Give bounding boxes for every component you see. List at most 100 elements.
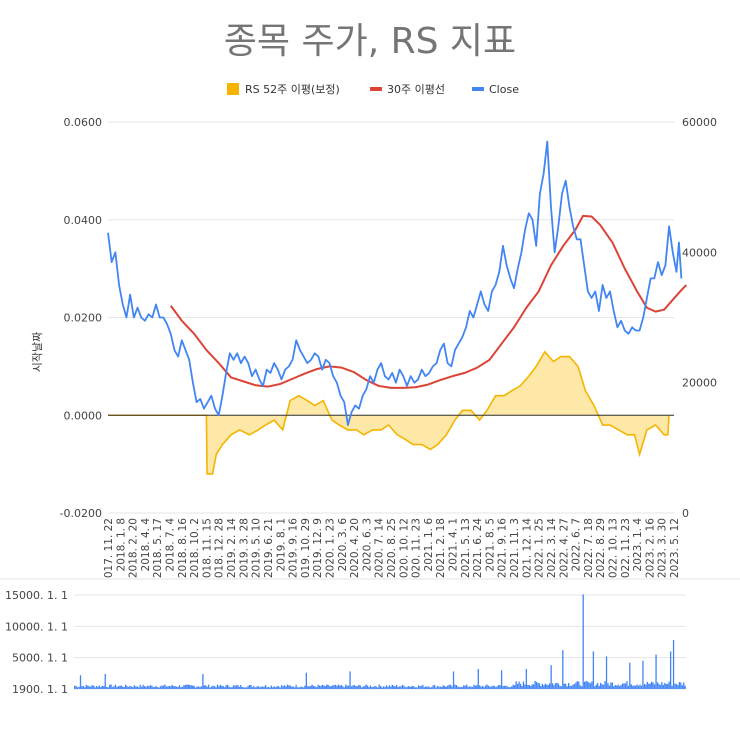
volume-bar bbox=[315, 687, 318, 689]
volume-bar bbox=[247, 685, 249, 689]
volume-bar bbox=[205, 685, 207, 689]
volume-bar bbox=[416, 687, 418, 689]
x-tick-label: 2021. 8. 5 bbox=[484, 518, 496, 571]
legend-label-ma30: 30주 이평선 bbox=[387, 83, 445, 96]
volume-bar bbox=[498, 685, 500, 689]
volume-bar bbox=[250, 684, 252, 689]
volume-tick-label: 10000. 1. 1 bbox=[5, 620, 68, 633]
volume-bar bbox=[653, 684, 656, 689]
volume-bar bbox=[202, 673, 204, 689]
volume-bar bbox=[518, 681, 520, 689]
volume-bar bbox=[454, 684, 456, 689]
volume-bar bbox=[432, 685, 434, 689]
volume-bar bbox=[345, 684, 347, 689]
y-right-tick-label: 60000 bbox=[682, 116, 717, 129]
x-tick-label: 2022. 8. 29 bbox=[595, 518, 607, 578]
volume-bar bbox=[224, 687, 226, 689]
legend-swatch-ma30 bbox=[370, 87, 382, 91]
volume-bar bbox=[549, 683, 551, 689]
x-tick-label: 2018. 1. 8 bbox=[115, 518, 127, 571]
x-tick-label: 020. 10. 12 bbox=[398, 518, 410, 578]
x-tick-label: 2020. 8. 25 bbox=[386, 518, 398, 578]
volume-bar bbox=[222, 686, 224, 689]
volume-bar bbox=[439, 686, 442, 689]
volume-bar bbox=[560, 686, 562, 689]
x-tick-label: 2022. 4. 27 bbox=[558, 518, 570, 578]
volume-bar bbox=[672, 640, 675, 689]
volume-bar bbox=[141, 686, 143, 689]
volume-bar bbox=[445, 686, 447, 689]
volume-bar bbox=[362, 686, 364, 689]
volume-bars bbox=[74, 594, 686, 689]
volume-bar bbox=[484, 685, 487, 689]
volume-bar bbox=[197, 686, 200, 689]
x-tick-label: 2021. 4. 1 bbox=[448, 518, 460, 571]
volume-bar bbox=[658, 683, 660, 689]
volume-bar bbox=[396, 685, 398, 689]
volume-bar bbox=[639, 684, 641, 689]
volume-bar bbox=[643, 684, 646, 689]
volume-bar bbox=[237, 684, 239, 689]
volume-bar bbox=[94, 687, 96, 689]
volume-bar bbox=[426, 686, 428, 689]
volume-bar bbox=[387, 686, 389, 689]
volume-bar bbox=[155, 686, 157, 689]
volume-bar bbox=[483, 687, 485, 689]
volume-bar bbox=[428, 686, 430, 689]
volume-bar bbox=[400, 686, 402, 689]
volume-bar bbox=[648, 683, 650, 689]
volume-bar bbox=[184, 684, 187, 689]
volume-bar bbox=[308, 686, 310, 689]
volume-bar bbox=[675, 684, 678, 689]
volume-bar bbox=[444, 686, 446, 689]
y-axis-right: 60000 40000 20000 0 bbox=[682, 116, 717, 520]
grid-lines bbox=[108, 121, 674, 514]
x-tick-label: 2021. 1. 6 bbox=[423, 518, 435, 572]
volume-bar bbox=[662, 684, 664, 689]
volume-bar bbox=[234, 685, 236, 689]
volume-bar bbox=[82, 685, 85, 689]
volume-bar bbox=[330, 686, 332, 689]
x-tick-label: 2018. 10. 2 bbox=[189, 518, 201, 578]
volume-bar bbox=[244, 687, 246, 689]
volume-bar bbox=[253, 686, 255, 689]
volume-bar bbox=[162, 685, 165, 689]
volume-bar bbox=[245, 687, 248, 689]
volume-bar bbox=[458, 687, 460, 689]
volume-bar bbox=[618, 685, 621, 689]
volume-bar bbox=[311, 684, 313, 689]
volume-bar bbox=[283, 685, 286, 689]
volume-bar bbox=[130, 686, 133, 689]
volume-bar bbox=[106, 686, 108, 689]
volume-bar bbox=[278, 686, 280, 689]
volume-bar bbox=[209, 687, 211, 689]
volume-bar bbox=[183, 685, 185, 689]
volume-bar bbox=[199, 686, 201, 689]
y-left-tick-label: 0.0000 bbox=[64, 409, 103, 422]
volume-bar bbox=[273, 686, 275, 689]
volume-bar bbox=[145, 686, 147, 689]
volume-bar bbox=[117, 686, 120, 689]
volume-bar bbox=[331, 685, 334, 689]
volume-bar bbox=[164, 684, 166, 689]
volume-bar bbox=[417, 685, 420, 689]
volume-bar bbox=[582, 594, 584, 689]
volume-bar bbox=[142, 684, 144, 689]
volume-bar bbox=[448, 684, 450, 689]
volume-bar bbox=[565, 683, 567, 689]
volume-bar bbox=[200, 686, 203, 689]
volume-bar bbox=[527, 684, 529, 689]
volume-bar bbox=[181, 686, 184, 689]
volume-bar bbox=[95, 686, 98, 689]
x-tick-label: 2023. 1. 4 bbox=[632, 518, 644, 572]
volume-bar bbox=[219, 684, 222, 689]
volume-bar bbox=[636, 684, 638, 689]
volume-bar bbox=[221, 685, 223, 689]
volume-bar bbox=[423, 687, 426, 689]
volume-bar bbox=[572, 684, 574, 689]
volume-bar bbox=[320, 686, 322, 689]
close-line bbox=[107, 140, 683, 426]
volume-bar bbox=[87, 685, 89, 689]
x-tick-label: 2018. 8. 16 bbox=[177, 518, 189, 578]
volume-bar bbox=[382, 686, 385, 689]
